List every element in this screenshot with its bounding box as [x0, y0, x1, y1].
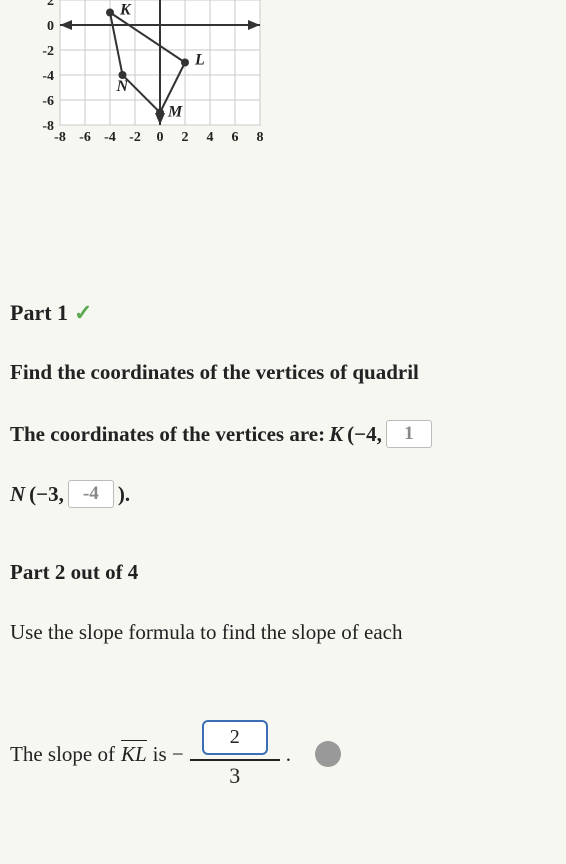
- slope-answer-line: The slope of KL is − 2 3 .: [10, 720, 341, 789]
- svg-text:-4: -4: [42, 69, 54, 84]
- svg-text:8: 8: [257, 130, 264, 145]
- vertex-n-label: N: [10, 482, 25, 507]
- slope-formula-prompt: Use the slope formula to find the slope …: [10, 620, 402, 645]
- svg-text:2: 2: [47, 0, 54, 9]
- svg-text:-8: -8: [42, 119, 54, 134]
- part-1-header: Part 1 ✓: [10, 300, 92, 326]
- vertex-n-open: (−3,: [29, 482, 64, 507]
- find-coordinates-prompt: Find the coordinates of the vertices of …: [10, 360, 419, 385]
- part-2-header: Part 2 out of 4: [10, 560, 138, 585]
- slope-is-minus: is −: [153, 742, 184, 767]
- vertex-k-y-input[interactable]: 1: [386, 420, 432, 448]
- coordinates-answer-line: The coordinates of the vertices are: K (…: [10, 420, 432, 448]
- check-icon: ✓: [74, 300, 92, 326]
- coordinate-graph: -8 -6 -4 -2 0 2 -8 -6 -4 -2 0 2 4 6 8 K L M N: [0, 0, 480, 270]
- graph-svg: -8 -6 -4 -2 0 2 -8 -6 -4 -2 0 2 4 6 8 K L M N: [30, 0, 310, 165]
- slope-prefix: The slope of: [10, 742, 115, 767]
- slope-denominator: 3: [229, 761, 240, 789]
- svg-text:-2: -2: [129, 130, 141, 145]
- svg-text:M: M: [167, 104, 183, 121]
- svg-text:-8: -8: [54, 130, 66, 145]
- svg-text:-2: -2: [42, 44, 54, 59]
- svg-text:0: 0: [47, 19, 54, 34]
- vertex-n-line: N (−3, -4 ).: [10, 480, 130, 508]
- svg-text:2: 2: [182, 130, 189, 145]
- svg-text:6: 6: [232, 130, 239, 145]
- slope-numerator-input[interactable]: 2: [202, 720, 268, 755]
- vertex-n-close: ).: [118, 482, 130, 507]
- segment-kl: KL: [121, 742, 147, 767]
- svg-text:-6: -6: [79, 130, 91, 145]
- coord-prefix: The coordinates of the vertices are:: [10, 422, 325, 447]
- svg-text:-4: -4: [104, 130, 116, 145]
- svg-text:L: L: [194, 52, 205, 69]
- slope-fraction: 2 3: [190, 720, 280, 789]
- svg-text:K: K: [119, 2, 132, 19]
- vertex-k-label: K: [329, 422, 343, 447]
- status-dot-icon: [315, 741, 341, 767]
- slope-period: .: [286, 742, 291, 767]
- svg-text:0: 0: [157, 130, 164, 145]
- svg-text:-6: -6: [42, 94, 54, 109]
- part-1-label: Part 1: [10, 300, 68, 326]
- vertex-n-y-input[interactable]: -4: [68, 480, 114, 508]
- svg-text:N: N: [116, 78, 130, 95]
- vertex-k-open: (−4,: [347, 422, 382, 447]
- svg-text:4: 4: [207, 130, 214, 145]
